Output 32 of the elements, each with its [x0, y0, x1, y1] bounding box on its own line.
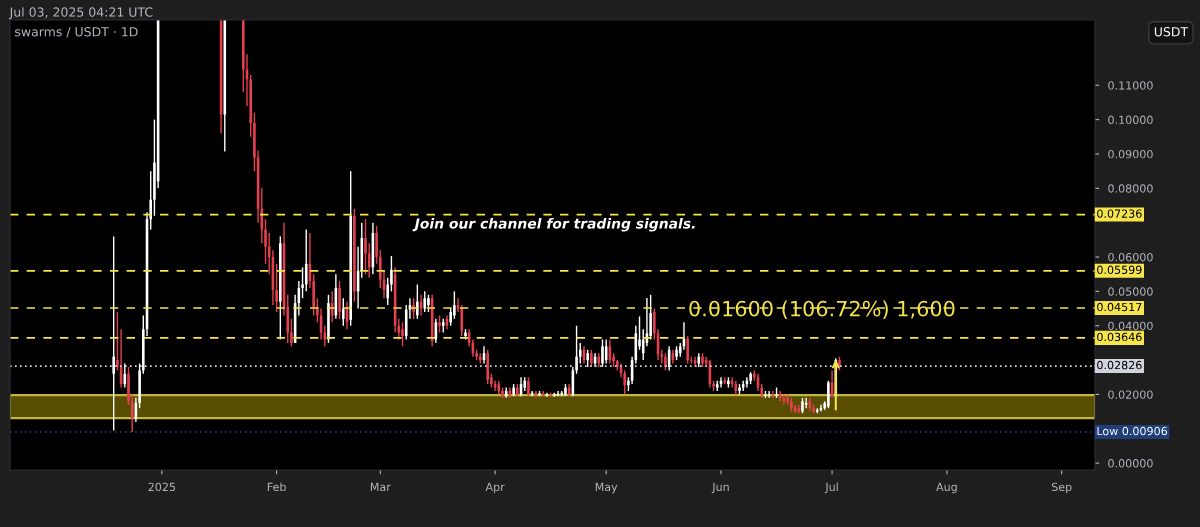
y-tick-label: 0.10000 [1108, 115, 1153, 124]
annotation: 0.01600 (106.72%) 1,600 [689, 300, 955, 319]
y-axis-title: USDT [1154, 26, 1189, 37]
ref-line-label: 0.03646 [1097, 332, 1142, 342]
y-tick-label: 0.02000 [1108, 390, 1153, 399]
chart-title: swarms / USDT · 1D [15, 26, 138, 38]
ref-line-label: 0.05599 [1097, 265, 1142, 275]
y-tick-label: 0.09000 [1108, 149, 1153, 159]
x-tick-label: May [595, 482, 618, 494]
text: Jul 03, 2025 04:21 UTC [8, 7, 153, 20]
candlestick [538, 390, 541, 397]
ref-line-label: 0.07236 [1097, 209, 1142, 218]
y-tick-label: 0.05000 [1108, 287, 1153, 296]
ref-line-label: 0.02826 [1097, 360, 1142, 370]
y-tick-label: 0.00000 [1108, 459, 1153, 468]
x-tick-label: 2025 [148, 482, 175, 492]
x-tick-label: Jul [824, 482, 838, 494]
x-tick-label: Feb [267, 482, 286, 492]
annotation: Join our channel for trading signals. [412, 217, 695, 232]
candlestick [690, 355, 693, 365]
x-tick-label: Jun [711, 482, 729, 494]
y-tick-label: 0.08000 [1108, 184, 1153, 193]
y-tick-label: 0.04000 [1108, 321, 1153, 331]
ref-line-label: Low 0.00906 [1097, 426, 1168, 436]
x-tick-label: Sep [1051, 482, 1072, 494]
candlestick [775, 386, 778, 399]
y-tick-label: 0.11000 [1108, 81, 1153, 90]
x-tick-label: Mar [370, 482, 391, 492]
ref-line-label: 0.04517 [1097, 302, 1142, 312]
y-tick-label: 0.06000 [1108, 253, 1153, 262]
x-tick-label: Apr [485, 482, 505, 494]
x-tick-label: Aug [936, 482, 957, 494]
